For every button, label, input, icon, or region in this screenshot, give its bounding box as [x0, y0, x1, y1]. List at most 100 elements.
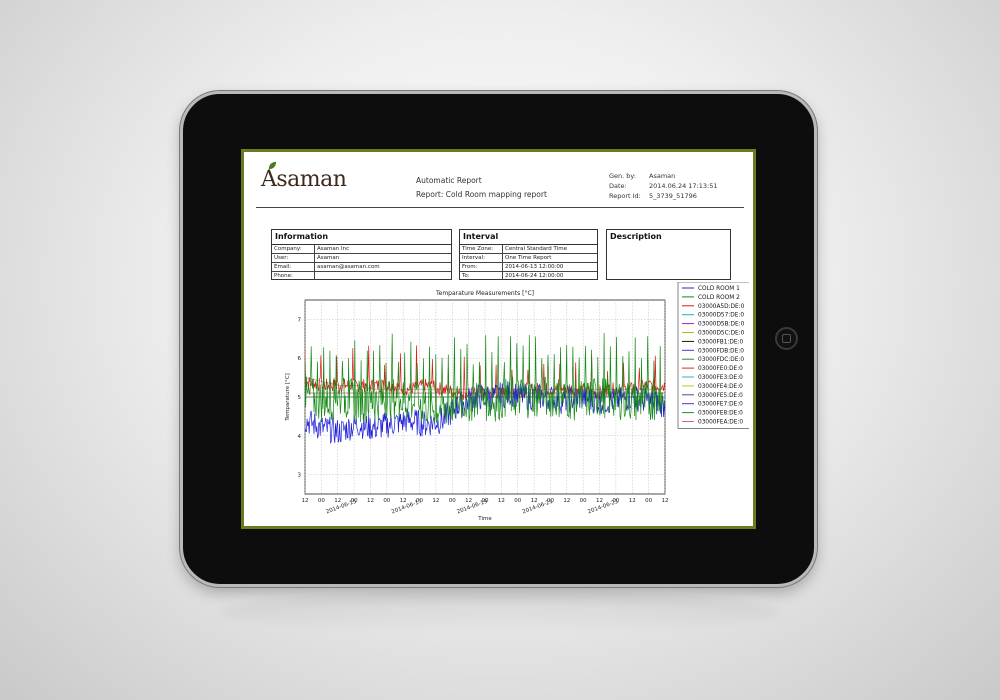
table-row: Email: asaman@asaman.com — [272, 262, 451, 272]
legend-label: 03000FE3:DE:0 — [698, 375, 743, 381]
temperature-chart: Temparature Measurements [°C] 3 4 5 6 7 12 00 12… — [285, 282, 749, 522]
row-value — [314, 271, 451, 280]
row-value: asaman@asaman.com — [314, 262, 451, 272]
x-date-label: 2014-06-19 — [456, 499, 489, 516]
x-tick-label: 00 — [416, 498, 423, 504]
legend-label: 03000FDC:DE:0 — [698, 357, 744, 363]
table-row: Phone: — [272, 271, 451, 280]
x-tick-label: 00 — [318, 498, 325, 504]
row-label: Time Zone: — [460, 245, 503, 254]
table-row: Interval: One Time Report — [460, 253, 597, 263]
table-row: User: Asaman — [272, 253, 451, 263]
x-tick-label: 12 — [629, 498, 636, 504]
table-row: From: 2014-06-13 12:00:00 — [460, 262, 597, 272]
row-label: Email: — [272, 262, 315, 272]
x-tick-label: 12 — [334, 498, 341, 504]
x-tick-label: 12 — [302, 498, 309, 504]
leaf-icon — [268, 161, 277, 170]
x-tick-label: 12 — [531, 498, 538, 504]
y-tick-label: 4 — [298, 434, 302, 440]
x-tick-label: 00 — [645, 498, 652, 504]
interval-panel: Interval Time Zone: Central Standard Time… — [459, 229, 598, 280]
x-tick-label: 00 — [482, 498, 489, 504]
x-tick-label: 00 — [612, 498, 619, 504]
x-axis-label: Time — [477, 516, 492, 522]
interval-table: Time Zone: Central Standard Time Interval… — [460, 245, 597, 280]
legend-label: COLD ROOM 2 — [698, 295, 740, 301]
meta-label: Date: — [609, 182, 627, 190]
legend-label: 03000FE4:DE:0 — [698, 384, 743, 390]
meta-value: 5_3739_51796 — [649, 192, 697, 200]
row-value: One Time Report — [502, 253, 597, 263]
series-line — [305, 332, 665, 424]
x-tick-label: 12 — [662, 498, 669, 504]
row-value: Central Standard Time — [505, 246, 568, 252]
row-value: 2014-06-13 12:00:00 — [502, 262, 597, 272]
home-button[interactable] — [775, 327, 798, 350]
x-tick-label: 12 — [563, 498, 570, 504]
y-tick-label: 3 — [298, 473, 302, 479]
legend-label: 03000FE7:DE:0 — [698, 402, 743, 408]
row-value: Asaman Inc — [317, 246, 350, 252]
information-title: Information — [272, 230, 451, 245]
report-subtitle: Report: Cold Room mapping report — [416, 190, 547, 199]
row-label: From: — [460, 262, 503, 272]
x-tick-label: 00 — [514, 498, 521, 504]
y-tick-label: 6 — [298, 356, 302, 362]
legend-label: 03000FB1:DE:0 — [698, 339, 743, 345]
y-axis-label: Temparature [°C] — [285, 373, 291, 421]
legend-label: 03000D5C:DE:0 — [698, 331, 745, 337]
x-date-label: 2014-06-17 — [391, 499, 424, 516]
chart-title: Temparature Measurements [°C] — [435, 290, 534, 297]
information-panel: Information Company: Asaman Inc User: Asam… — [271, 229, 452, 280]
row-value: 2014-06-24 12:00:00 — [502, 271, 597, 280]
description-panel: Description — [606, 229, 731, 280]
legend-label: 03000FDB:DE:0 — [698, 348, 744, 354]
table-row: To: 2014-06-24 12:00:00 — [460, 271, 597, 280]
report-screen: Asaman Automatic Report Report: Cold Roo… — [241, 149, 756, 529]
x-date-label: 2014-06-23 — [587, 499, 620, 516]
y-tick-label: 5 — [298, 395, 302, 401]
tablet-device: Asaman Automatic Report Report: Cold Roo… — [180, 91, 817, 587]
x-tick-label: 00 — [449, 498, 456, 504]
x-tick-label: 12 — [367, 498, 374, 504]
table-row: Company: Asaman Inc — [272, 245, 451, 254]
x-tick-label: 00 — [547, 498, 554, 504]
legend-label: 03000FE8:DE:0 — [698, 411, 743, 417]
x-tick-label: 12 — [596, 498, 603, 504]
header-divider — [256, 207, 744, 208]
information-table: Company: Asaman Inc User: Asaman Email: asa… — [272, 245, 451, 280]
row-label: Interval: — [460, 253, 503, 263]
x-date-label: 2014-06-15 — [325, 499, 358, 516]
x-date-label: 2014-06-21 — [522, 499, 554, 516]
x-tick-label: 12 — [400, 498, 407, 504]
meta-value: Asaman — [649, 172, 676, 180]
x-tick-label: 00 — [351, 498, 358, 504]
x-tick-label: 12 — [465, 498, 472, 504]
interval-title: Interval — [460, 230, 597, 245]
row-label: Company: — [272, 245, 315, 254]
meta-label: Report Id: — [609, 192, 641, 200]
y-tick-label: 7 — [298, 317, 302, 323]
meta-label: Gen. by: — [609, 172, 636, 180]
row-label: Phone: — [272, 271, 315, 280]
legend-label: 03000FE0:DE:0 — [698, 366, 743, 372]
legend-label: 03000FE5:DE:0 — [698, 393, 743, 399]
x-tick-label: 12 — [432, 498, 439, 504]
legend-label: COLD ROOM 1 — [698, 286, 740, 292]
company-logo: Asaman — [261, 167, 347, 192]
legend-label: 03000FEA:DE:0 — [698, 420, 743, 426]
x-tick-label: 12 — [498, 498, 505, 504]
home-square-icon — [782, 334, 791, 343]
legend-label: 03000A5D:DE:0 — [698, 304, 745, 310]
x-tick-label: 00 — [580, 498, 587, 504]
row-label: User: — [272, 253, 315, 263]
row-value: Asaman — [314, 253, 451, 263]
x-tick-label: 00 — [383, 498, 390, 504]
legend-label: 03000D57:DE:0 — [698, 313, 744, 319]
description-title: Description — [610, 232, 662, 241]
meta-value: 2014.06.24 17:13:51 — [649, 182, 718, 190]
legend-label: 03000D5B:DE:0 — [698, 322, 745, 328]
tablet-shadow — [220, 592, 780, 632]
report-title: Automatic Report — [416, 176, 482, 185]
